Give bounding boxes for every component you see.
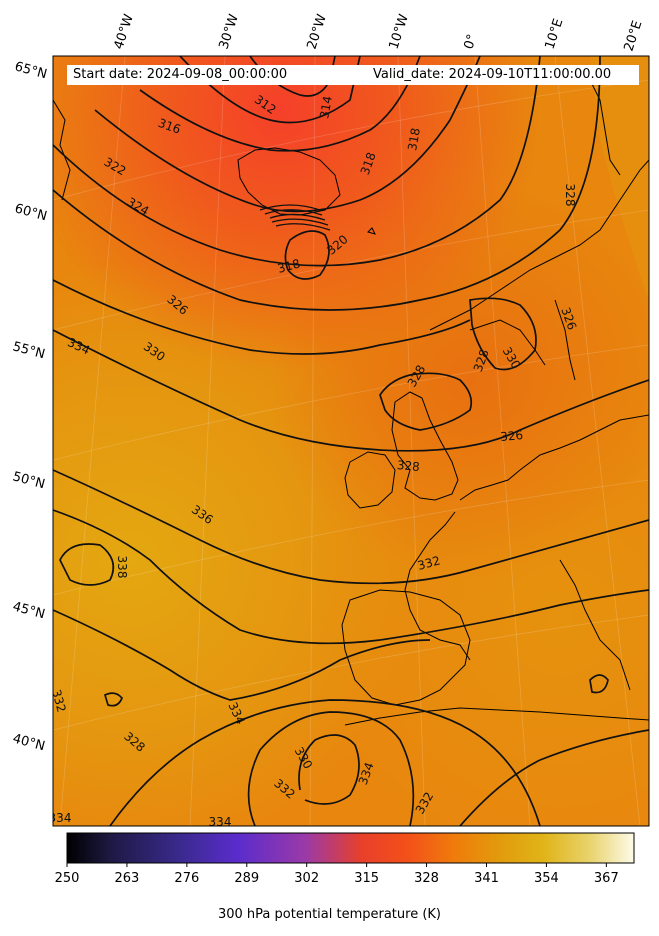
colorbar-tick-label: 315 <box>354 871 380 886</box>
longitude-label: 0° <box>462 33 481 52</box>
latitude-label: 45°N <box>11 599 47 622</box>
latitude-labels: 65°N 60°N 55°N 50°N 45°N 40°N <box>11 59 49 754</box>
latitude-label: 60°N <box>13 201 49 224</box>
colorbar-tick-label: 341 <box>474 871 499 886</box>
contour-label: 318 <box>405 127 423 152</box>
contour-label: 328 <box>563 184 577 207</box>
latitude-label: 40°N <box>11 731 47 754</box>
contour-label: 338 <box>115 556 129 579</box>
colorbar-tick-label: 328 <box>414 871 439 886</box>
colorbar-tick-label: 276 <box>174 871 200 886</box>
longitude-label: 40°W <box>112 12 137 51</box>
coastlines <box>53 79 649 726</box>
contour-label: 334 <box>209 815 232 829</box>
longitude-label: 10°W <box>387 12 412 51</box>
longitude-label: 20°E <box>622 19 646 53</box>
contour-label: 332 <box>49 688 68 714</box>
colorbar-tick-label: 354 <box>533 871 559 886</box>
longitude-labels: 40°W 30°W 20°W 10°W 0° 10°E 20°E <box>112 12 646 53</box>
contour-label: 326 <box>500 428 524 444</box>
colorbar-gradient <box>66 832 635 864</box>
contour-label: 332 <box>416 553 442 572</box>
contour-label: 328 <box>396 458 420 474</box>
longitude-label: 10°E <box>543 17 567 51</box>
start-date-label: Start date: 2024-09-08_00:00:00 <box>67 65 373 85</box>
latitude-label: 55°N <box>11 339 47 362</box>
longitude-label: 20°W <box>305 12 330 51</box>
valid-date-label: Valid_date: 2024-09-10T11:00:00.00 <box>367 65 639 85</box>
colorbar-tick-label: 250 <box>54 871 80 886</box>
colorbar-tick-label: 289 <box>234 871 260 886</box>
latitude-label: 65°N <box>13 59 49 82</box>
map-frame <box>52 55 650 827</box>
isotherm-contours <box>53 56 649 826</box>
longitude-label: 30°W <box>217 12 242 51</box>
colorbar-tick-label: 302 <box>294 871 320 886</box>
colorbar-title: 300 hPa potential temperature (K) <box>217 907 441 922</box>
latitude-label: 50°N <box>11 469 47 492</box>
colorbar-tick-label: 263 <box>114 871 140 886</box>
contour-label: 334 <box>49 811 72 825</box>
contour-label: 314 <box>317 95 335 120</box>
colorbar-tick-label: 367 <box>593 871 619 886</box>
contour-label: 318 <box>276 256 302 275</box>
contour-cluster <box>259 204 331 231</box>
